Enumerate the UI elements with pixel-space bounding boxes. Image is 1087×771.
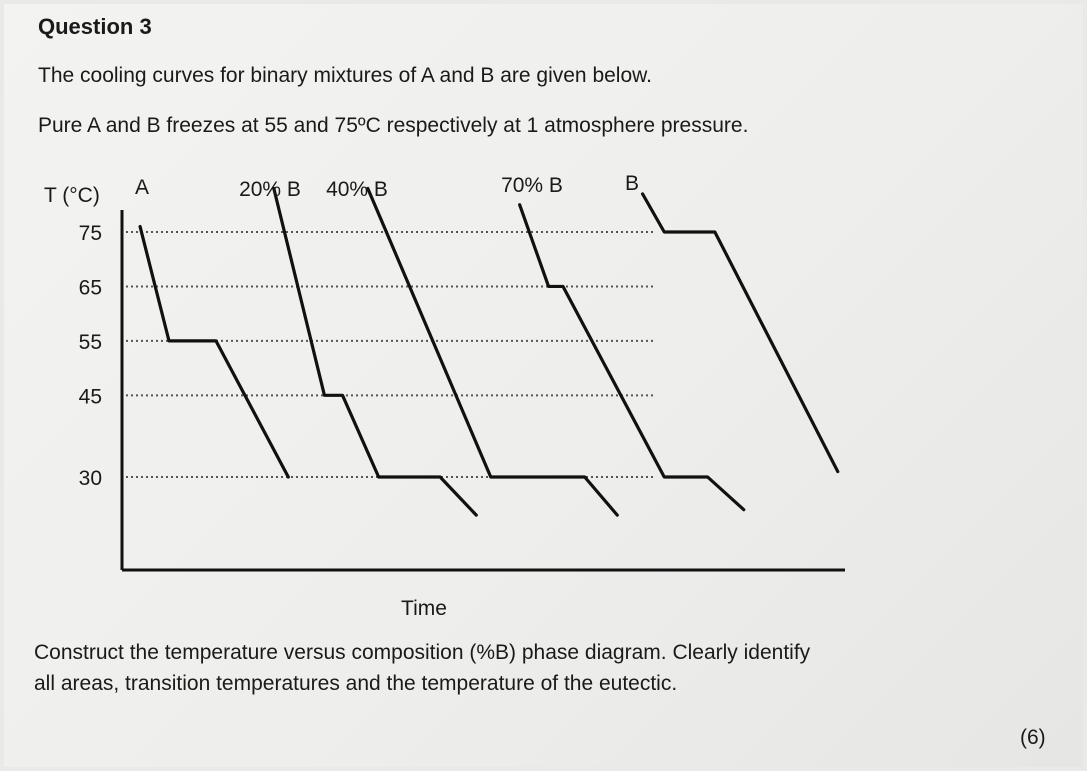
task-prompt-line-1: Construct the temperature versus composi…: [34, 641, 811, 664]
cooling-curve-b: [640, 192, 840, 474]
y-tick-label: 75: [79, 222, 102, 245]
y-tick-label: 65: [79, 276, 102, 299]
cooling-curve-a: [138, 224, 290, 479]
y-tick-label: 30: [79, 467, 102, 490]
cooling-curve-20pct-b: [272, 186, 478, 517]
series-label-70pct-b: 70% B: [501, 174, 563, 197]
y-tick-label: 55: [79, 331, 102, 354]
task-prompt-line-2: all areas, transition temperatures and t…: [34, 672, 678, 695]
y-tick-label: 45: [79, 385, 102, 408]
series-label-40pct-b: 40% B: [326, 178, 388, 201]
freezing-points-line: Pure A and B freezes at 55 and 75ºC resp…: [38, 114, 749, 137]
series-label-20pct-b: 20% B: [239, 178, 301, 201]
series-label-a: A: [135, 176, 149, 199]
cooling-curve-70pct-b: [518, 203, 746, 512]
marks-label: (6): [1020, 726, 1046, 749]
cooling-curve-40pct-b: [366, 186, 619, 517]
x-axis-label: Time: [401, 597, 447, 620]
intro-line: The cooling curves for binary mixtures o…: [38, 64, 652, 87]
series-label-b: B: [625, 172, 639, 195]
worksheet-page: [4, 4, 1083, 767]
y-axis-label: T (°C): [44, 184, 100, 207]
question-title: Question 3: [38, 14, 152, 39]
